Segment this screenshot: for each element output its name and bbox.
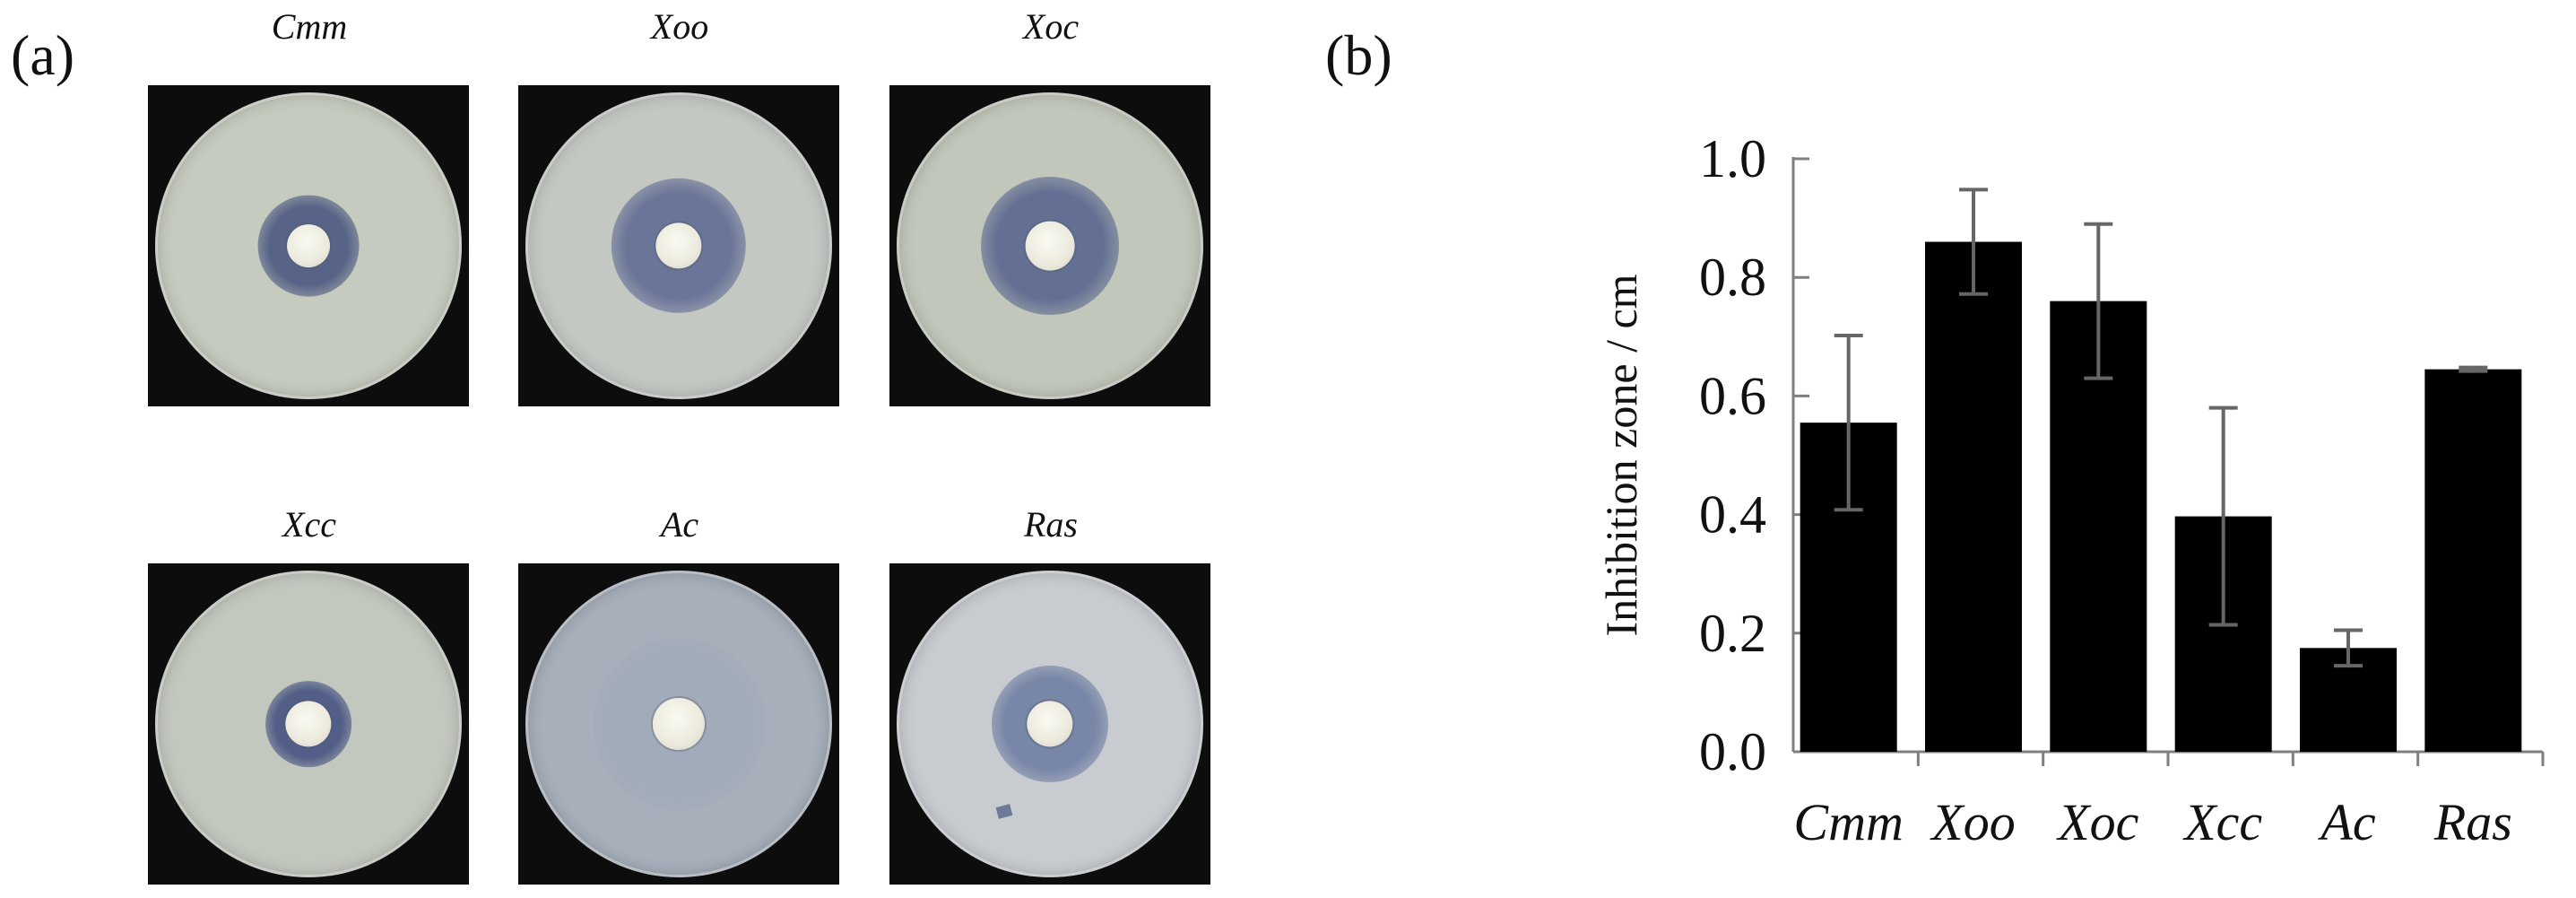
y-tick-label: 1.0 <box>1699 129 1766 188</box>
bar-xoo <box>1925 241 2022 752</box>
paper-disc <box>285 701 332 747</box>
y-tick-label: 0.8 <box>1699 248 1766 307</box>
x-tick-label-cmm: Cmm <box>1793 793 1903 851</box>
petri-dish <box>897 92 1203 399</box>
y-tick-label: 0.6 <box>1699 366 1766 425</box>
y-axis-label: Inhibition zone / cm <box>1596 274 1646 636</box>
plate-title-ac: Ac <box>660 504 699 545</box>
petri-dish <box>155 92 462 399</box>
debris-mark <box>995 804 1013 819</box>
plate-photo-cmm <box>148 85 469 406</box>
bar-ras <box>2424 369 2522 752</box>
paper-disc <box>287 224 330 267</box>
plate-photo-ras <box>889 563 1210 885</box>
x-tick-label-xoc: Xoc <box>2056 793 2138 851</box>
y-tick-label: 0.4 <box>1699 485 1766 545</box>
petri-dish <box>897 571 1203 877</box>
x-tick-label-ras: Ras <box>2433 793 2512 851</box>
y-tick-label: 0.2 <box>1699 604 1766 663</box>
petri-dish <box>525 92 832 399</box>
paper-disc <box>1027 701 1073 747</box>
paper-disc <box>652 697 706 751</box>
x-tick-label-xoo: Xoo <box>1930 793 2015 851</box>
plate-photo-xoo <box>518 85 839 406</box>
panel-label-a: (a) <box>11 23 75 87</box>
petri-dish <box>155 571 462 877</box>
plate-title-ras: Ras <box>1024 504 1078 545</box>
plate-photo-ac <box>518 563 839 885</box>
plate-photo-xoc <box>889 85 1210 406</box>
petri-dish <box>525 571 832 877</box>
plate-title-xoc: Xoc <box>1022 6 1080 47</box>
plate-title-xoo: Xoo <box>650 6 709 47</box>
plate-title-xcc: Xcc <box>282 504 336 545</box>
x-tick-label-xcc: Xcc <box>2182 793 2262 851</box>
plate-photo-xcc <box>148 563 469 885</box>
x-tick-label-ac: Ac <box>2317 793 2375 851</box>
bar-chart: 0.0 0.2 0.4 0.6 0.8 1.0 Inhibition zone / cm Cm… <box>1596 129 2545 851</box>
panel-label-b: (b) <box>1325 23 1392 87</box>
paper-disc <box>1025 221 1075 271</box>
y-tick-label: 0.0 <box>1699 722 1766 781</box>
plate-title-cmm: Cmm <box>271 6 348 47</box>
paper-disc <box>655 222 702 269</box>
